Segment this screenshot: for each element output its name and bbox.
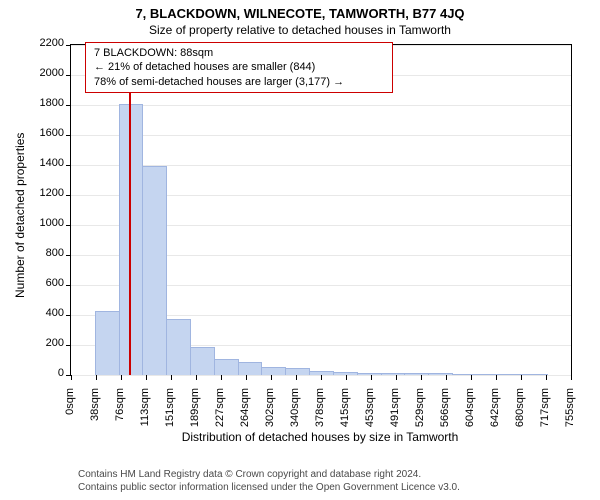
chart-subtitle: Size of property relative to detached ho…: [0, 21, 600, 37]
x-tick-label: 453sqm: [364, 388, 376, 438]
y-tick-label: 1600: [24, 127, 64, 139]
y-tick-mark: [66, 135, 71, 136]
x-tick-label: 755sqm: [564, 388, 576, 438]
chart-container: 7, BLACKDOWN, WILNECOTE, TAMWORTH, B77 4…: [0, 0, 600, 500]
info-line-1: 7 BLACKDOWN: 88sqm: [94, 46, 384, 60]
y-tick-label: 1800: [24, 97, 64, 109]
x-tick-label: 566sqm: [439, 388, 451, 438]
histogram-bar: [261, 367, 286, 376]
property-marker-line: [129, 45, 131, 375]
histogram-bar: [523, 374, 548, 375]
x-tick-label: 378sqm: [314, 388, 326, 438]
x-tick-label: 264sqm: [239, 388, 251, 438]
x-tick-mark: [521, 375, 522, 380]
histogram-bar: [119, 104, 144, 375]
y-tick-label: 2200: [24, 37, 64, 49]
gridline: [71, 135, 571, 136]
histogram-bar: [381, 373, 406, 375]
y-tick-label: 0: [24, 367, 64, 379]
histogram-bar: [285, 368, 310, 375]
x-tick-label: 227sqm: [214, 388, 226, 438]
plot-area: [70, 44, 572, 376]
x-tick-mark: [146, 375, 147, 380]
x-tick-label: 529sqm: [414, 388, 426, 438]
x-tick-label: 717sqm: [539, 388, 551, 438]
y-tick-mark: [66, 345, 71, 346]
y-tick-mark: [66, 195, 71, 196]
x-tick-mark: [421, 375, 422, 380]
info-line-2: ← 21% of detached houses are smaller (84…: [94, 60, 384, 74]
y-axis-label: Number of detached properties: [13, 118, 27, 298]
footer-line-2: Contains public sector information licen…: [78, 481, 460, 494]
x-tick-mark: [446, 375, 447, 380]
x-tick-label: 38sqm: [89, 388, 101, 438]
y-tick-label: 1000: [24, 217, 64, 229]
x-tick-label: 189sqm: [189, 388, 201, 438]
y-tick-mark: [66, 165, 71, 166]
histogram-bar: [95, 311, 120, 375]
histogram-bar: [142, 166, 167, 376]
y-tick-label: 200: [24, 337, 64, 349]
chart-footer: Contains HM Land Registry data © Crown c…: [78, 468, 460, 494]
x-tick-label: 415sqm: [339, 388, 351, 438]
x-tick-mark: [71, 375, 72, 380]
info-line-3: 78% of semi-detached houses are larger (…: [94, 75, 384, 89]
y-tick-mark: [66, 75, 71, 76]
chart-title: 7, BLACKDOWN, WILNECOTE, TAMWORTH, B77 4…: [0, 0, 600, 21]
x-tick-mark: [296, 375, 297, 380]
y-tick-label: 400: [24, 307, 64, 319]
histogram-bar: [166, 319, 191, 376]
x-tick-label: 0sqm: [64, 388, 76, 438]
x-tick-label: 491sqm: [389, 388, 401, 438]
x-tick-mark: [471, 375, 472, 380]
histogram-bar: [238, 362, 263, 375]
x-tick-label: 113sqm: [139, 388, 151, 438]
histogram-bar: [214, 359, 239, 375]
y-tick-mark: [66, 315, 71, 316]
histogram-bar: [404, 373, 429, 375]
x-tick-label: 340sqm: [289, 388, 301, 438]
histogram-bar: [452, 374, 477, 375]
y-tick-mark: [66, 105, 71, 106]
y-tick-label: 2000: [24, 67, 64, 79]
x-tick-label: 680sqm: [514, 388, 526, 438]
x-tick-mark: [221, 375, 222, 380]
gridline: [71, 105, 571, 106]
x-tick-mark: [246, 375, 247, 380]
x-tick-mark: [321, 375, 322, 380]
x-tick-mark: [121, 375, 122, 380]
x-tick-mark: [546, 375, 547, 380]
x-tick-mark: [371, 375, 372, 380]
histogram-bar: [190, 347, 215, 375]
y-tick-mark: [66, 225, 71, 226]
histogram-bar: [428, 373, 453, 375]
x-tick-label: 151sqm: [164, 388, 176, 438]
y-tick-label: 800: [24, 247, 64, 259]
y-tick-label: 1200: [24, 187, 64, 199]
y-tick-mark: [66, 285, 71, 286]
x-tick-mark: [196, 375, 197, 380]
footer-line-1: Contains HM Land Registry data © Crown c…: [78, 468, 460, 481]
x-tick-label: 76sqm: [114, 388, 126, 438]
info-box: 7 BLACKDOWN: 88sqm ← 21% of detached hou…: [85, 42, 393, 93]
x-tick-mark: [96, 375, 97, 380]
x-tick-mark: [396, 375, 397, 380]
x-tick-label: 604sqm: [464, 388, 476, 438]
x-tick-mark: [346, 375, 347, 380]
x-tick-mark: [271, 375, 272, 380]
x-tick-label: 302sqm: [264, 388, 276, 438]
y-tick-mark: [66, 45, 71, 46]
y-tick-label: 600: [24, 277, 64, 289]
y-tick-mark: [66, 255, 71, 256]
histogram-bar: [357, 373, 382, 376]
x-tick-mark: [571, 375, 572, 380]
y-tick-label: 1400: [24, 157, 64, 169]
x-tick-mark: [171, 375, 172, 380]
x-tick-label: 642sqm: [489, 388, 501, 438]
x-tick-mark: [496, 375, 497, 380]
